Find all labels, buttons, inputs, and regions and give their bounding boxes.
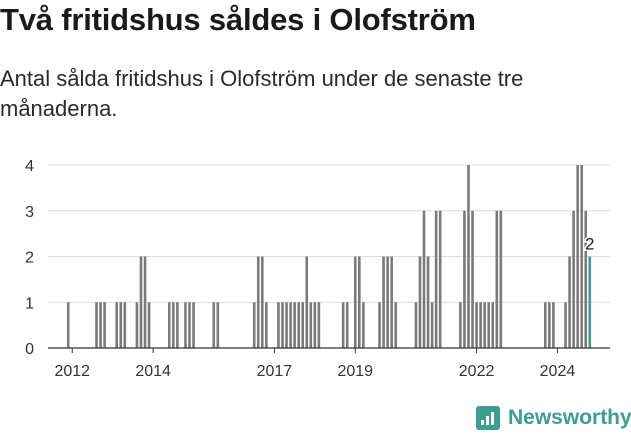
newsworthy-logo-icon — [476, 406, 500, 430]
bar — [467, 165, 470, 348]
bar — [188, 302, 191, 348]
bar — [289, 302, 292, 348]
brand-logo[interactable]: Newsworthy — [476, 406, 631, 430]
bar — [285, 302, 288, 348]
bars — [66, 165, 592, 348]
x-axis-ticks: 2012 2014 2017 2019 2022 2024 — [54, 348, 575, 380]
data-labels: 2 — [584, 233, 596, 255]
bar — [301, 302, 305, 348]
bar — [192, 302, 195, 348]
bar — [572, 210, 575, 348]
bar — [95, 302, 98, 348]
y-tick-label: 3 — [25, 204, 34, 221]
bar — [313, 302, 317, 348]
bar — [434, 210, 438, 348]
bar — [463, 210, 466, 348]
y-tick-label: 0 — [25, 341, 34, 358]
bar — [341, 302, 345, 348]
x-tick-label: 2022 — [459, 363, 495, 380]
bar — [459, 302, 462, 348]
grid-lines — [48, 164, 610, 303]
bar — [499, 210, 503, 348]
x-tick-label: 2014 — [135, 363, 171, 380]
bar — [483, 302, 486, 348]
bar — [172, 302, 175, 348]
bar — [584, 210, 588, 348]
bar — [475, 302, 478, 348]
x-tick-label: 2012 — [54, 363, 90, 380]
bar — [487, 302, 491, 348]
bar — [479, 302, 482, 348]
bar — [135, 302, 139, 348]
bar — [103, 302, 106, 348]
bar — [143, 256, 147, 348]
bar — [281, 302, 284, 348]
bar — [252, 302, 256, 348]
bar-chart: 0 1 2 3 4 2012 2014 2017 2019 2022 2024 2 — [25, 158, 610, 380]
bar — [358, 256, 361, 348]
x-tick-label: 2024 — [540, 363, 576, 380]
bar — [184, 302, 187, 348]
bar — [576, 165, 579, 348]
bar — [418, 256, 422, 348]
bar — [386, 256, 389, 348]
brand-name: Newsworthy — [508, 406, 631, 429]
bar — [588, 256, 592, 348]
bar — [471, 210, 474, 348]
bar — [123, 302, 127, 348]
bar — [568, 256, 571, 348]
y-tick-label: 4 — [25, 158, 34, 175]
bar — [99, 302, 102, 348]
bar — [176, 302, 179, 348]
bar — [552, 302, 555, 348]
bar — [115, 302, 119, 348]
bar — [309, 302, 313, 348]
y-tick-label: 2 — [25, 250, 34, 267]
bar — [293, 302, 296, 348]
bar — [256, 256, 260, 348]
bar — [422, 210, 426, 348]
chart-title: Två fritidshus såldes i Olofström — [0, 2, 476, 37]
y-axis-ticks: 0 1 2 3 4 — [25, 158, 34, 358]
bar — [580, 165, 583, 348]
bar — [548, 302, 551, 348]
bar — [378, 302, 381, 348]
bar — [390, 256, 393, 348]
x-tick-label: 2017 — [257, 363, 293, 380]
bar — [438, 210, 442, 348]
bar — [260, 256, 264, 348]
bar — [317, 302, 321, 348]
bar — [353, 256, 357, 348]
bar — [564, 302, 567, 348]
bar — [212, 302, 216, 348]
bar — [414, 302, 418, 348]
bar — [139, 256, 143, 348]
bar — [216, 302, 220, 348]
x-tick-label: 2019 — [337, 363, 373, 380]
bar — [167, 302, 171, 348]
bar — [305, 256, 309, 348]
bar — [362, 302, 365, 348]
bar — [544, 302, 547, 348]
bar — [66, 302, 70, 348]
bar — [382, 256, 385, 348]
bar — [491, 302, 495, 348]
bar — [345, 302, 349, 348]
bar — [495, 210, 499, 348]
chart-subtitle: Antal sålda fritidshus i Olofström under… — [0, 66, 524, 121]
bar — [119, 302, 123, 348]
y-tick-label: 1 — [25, 295, 34, 312]
bar — [394, 302, 398, 348]
bar — [297, 302, 300, 348]
bar — [265, 302, 268, 348]
highlight-data-label: 2 — [585, 235, 594, 254]
bar — [147, 302, 151, 348]
bar — [430, 302, 434, 348]
bar — [426, 256, 430, 348]
bar — [277, 302, 280, 348]
